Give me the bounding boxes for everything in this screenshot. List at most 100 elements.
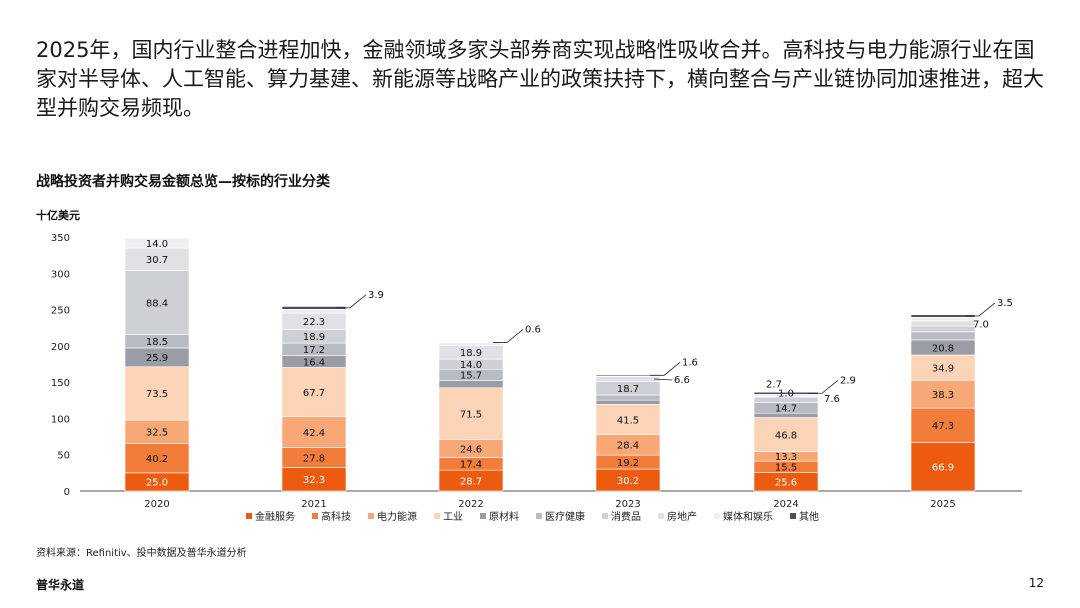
legend-label-金融服务: 金融服务: [255, 510, 295, 523]
bar-2023-房地产: [595, 376, 661, 382]
chart-data-labels: 25.0 40.2 32.5 73.5 25.9 18.5 88.4 30.7 14.0 32.3…: [146, 239, 1013, 489]
legend-swatch-医疗健康: [536, 513, 542, 519]
y-axis-unit-label: 十亿美元: [36, 209, 80, 222]
chart-axes: 0 50 100 150 200 250 300 350 2020 2021 2022 2023 202…: [51, 233, 1022, 510]
data-label-2020-房地产: 30.7: [146, 255, 168, 266]
y-tick-label-0: 0: [64, 487, 70, 498]
data-label-2021-电力能源: 42.4: [303, 428, 325, 439]
legend-label-高科技: 高科技: [321, 510, 351, 523]
callout-label-2024-消费品: 7.6: [824, 394, 840, 405]
legend-label-工业: 工业: [443, 511, 463, 523]
data-label-2025-高科技: 47.3: [932, 421, 954, 432]
data-label-2021-房地产: 22.3: [303, 317, 325, 328]
bar-2025-金融服务: [910, 442, 976, 492]
y-tick-label-100: 100: [51, 414, 70, 425]
data-label-2024-金融服务: 25.6: [775, 478, 797, 489]
x-tick-label-2022: 2022: [458, 499, 483, 510]
headline: 2025年，国内行业整合进程加快，金融领域多家头部券商实现战略性吸收合并。高科技…: [36, 38, 1044, 120]
x-tick-label-2023: 2023: [615, 499, 640, 510]
y-tick-label-200: 200: [51, 342, 70, 353]
legend-label-其他: 其他: [799, 510, 819, 523]
data-label-2022-医疗健康: 15.7: [460, 371, 482, 382]
bar-2021-工业: [281, 367, 347, 417]
legend-swatch-其他: [790, 513, 796, 519]
data-label-2020-消费品: 88.4: [146, 298, 168, 309]
legend-swatch-高科技: [312, 513, 318, 519]
bar-2025-高科技: [910, 407, 976, 443]
chart-bars: [124, 237, 976, 492]
bar-2025-工业: [910, 354, 976, 381]
data-label-2024-高科技: 15.5: [775, 463, 797, 474]
data-label-2022-金融服务: 28.7: [460, 476, 482, 487]
brand-name: 普华永道: [36, 578, 85, 592]
callout-line-2024-其他: [808, 379, 839, 394]
legend-label-媒体和娱乐: 媒体和娱乐: [723, 510, 773, 523]
x-tick-label-2021: 2021: [301, 499, 326, 510]
legend-label-电力能源: 电力能源: [377, 510, 417, 523]
legend-swatch-金融服务: [246, 513, 252, 519]
legend-swatch-消费品: [602, 513, 608, 519]
y-tick-label-150: 150: [51, 378, 70, 389]
page-number: 12: [1028, 576, 1044, 590]
legend-swatch-工业: [434, 513, 440, 519]
data-label-2020-媒体和娱乐: 14.0: [146, 239, 168, 250]
bar-2025-医疗健康: [910, 331, 976, 341]
bar-2025-电力能源: [910, 380, 976, 409]
legend-swatch-电力能源: [368, 513, 374, 519]
data-label-2021-医疗健康: 17.2: [303, 345, 325, 356]
data-label-2024-医疗健康: 14.7: [775, 404, 797, 415]
legend-swatch-房地产: [658, 513, 664, 519]
legend-swatch-原材料: [480, 513, 486, 519]
data-label-2025-原材料: 20.8: [932, 343, 954, 354]
data-label-2020-医疗健康: 18.5: [146, 337, 168, 348]
data-label-2022-电力能源: 24.6: [460, 444, 482, 455]
data-label-2021-高科技: 27.8: [303, 453, 325, 464]
callout-line-2025-其他: [965, 302, 996, 317]
bar-2021-媒体和娱乐: [281, 308, 347, 314]
legend-label-原材料: 原材料: [489, 510, 519, 523]
callout-label-2025-其他: 3.5: [997, 298, 1013, 309]
bar-2025-媒体和娱乐: [910, 316, 976, 322]
x-tick-label-2020: 2020: [144, 499, 169, 510]
bar-2025-房地产: [910, 320, 976, 327]
data-label-2022-工业: 71.5: [460, 410, 482, 421]
bar-2024-工业: [753, 417, 819, 452]
source-note: 资料来源：Refinitiv、投中数据及普华永道分析: [36, 548, 247, 559]
data-label-2022-房地产: 18.9: [460, 348, 482, 359]
chart-title: 战略投资者并购交易金额总览—按标的行业分类: [36, 174, 330, 190]
data-label-2023-高科技: 19.2: [617, 458, 639, 469]
y-tick-label-250: 250: [51, 306, 70, 317]
data-label-2020-高科技: 40.2: [146, 454, 168, 465]
legend-swatch-媒体和娱乐: [714, 513, 720, 519]
data-label-2023-金融服务: 30.2: [617, 476, 639, 487]
callout-line-2022-其他: [493, 329, 524, 343]
bar-2022-工业: [438, 387, 504, 440]
bar-2020-媒体和娱乐: [124, 237, 190, 249]
chart-legend: 金融服务 高科技 电力能源 工业 原材料 医疗健康 消费品 房地产 媒体和娱乐 其他: [246, 510, 819, 523]
legend-label-消费品: 消费品: [611, 510, 641, 523]
data-label-2024-电力能源: 13.3: [775, 452, 797, 463]
callout-label-2025-房地产: 7.0: [973, 319, 989, 330]
bar-2023-工业: [595, 404, 661, 435]
data-label-2022-消费品: 14.0: [460, 360, 482, 371]
callout-label-2024-媒体和娱乐: 2.7: [766, 379, 782, 390]
bar-2020-工业: [124, 366, 190, 421]
callout-label-2023-其他: 1.6: [682, 357, 698, 368]
data-label-2025-电力能源: 38.3: [932, 390, 954, 401]
data-label-2025-金融服务: 66.9: [932, 463, 954, 474]
data-label-2020-工业: 73.5: [146, 389, 168, 400]
data-label-2023-消费品: 18.7: [617, 384, 639, 395]
callout-label-2024-其他: 2.9: [840, 375, 856, 386]
x-tick-label-2024: 2024: [773, 499, 798, 510]
x-tick-label-2025: 2025: [930, 499, 955, 510]
callout-line-2021-其他: [336, 294, 367, 309]
data-label-2020-原材料: 25.9: [146, 353, 168, 364]
data-label-2021-消费品: 18.9: [303, 332, 325, 343]
data-label-2020-金融服务: 25.0: [146, 478, 168, 489]
callout-label-2024-房地产: 1.0: [778, 389, 794, 400]
callout-line-2023-其他: [650, 362, 681, 376]
data-label-2021-原材料: 16.4: [303, 357, 325, 368]
legend-label-房地产: 房地产: [667, 510, 697, 523]
data-label-2023-电力能源: 28.4: [617, 441, 639, 452]
bar-2021-电力能源: [281, 416, 347, 448]
